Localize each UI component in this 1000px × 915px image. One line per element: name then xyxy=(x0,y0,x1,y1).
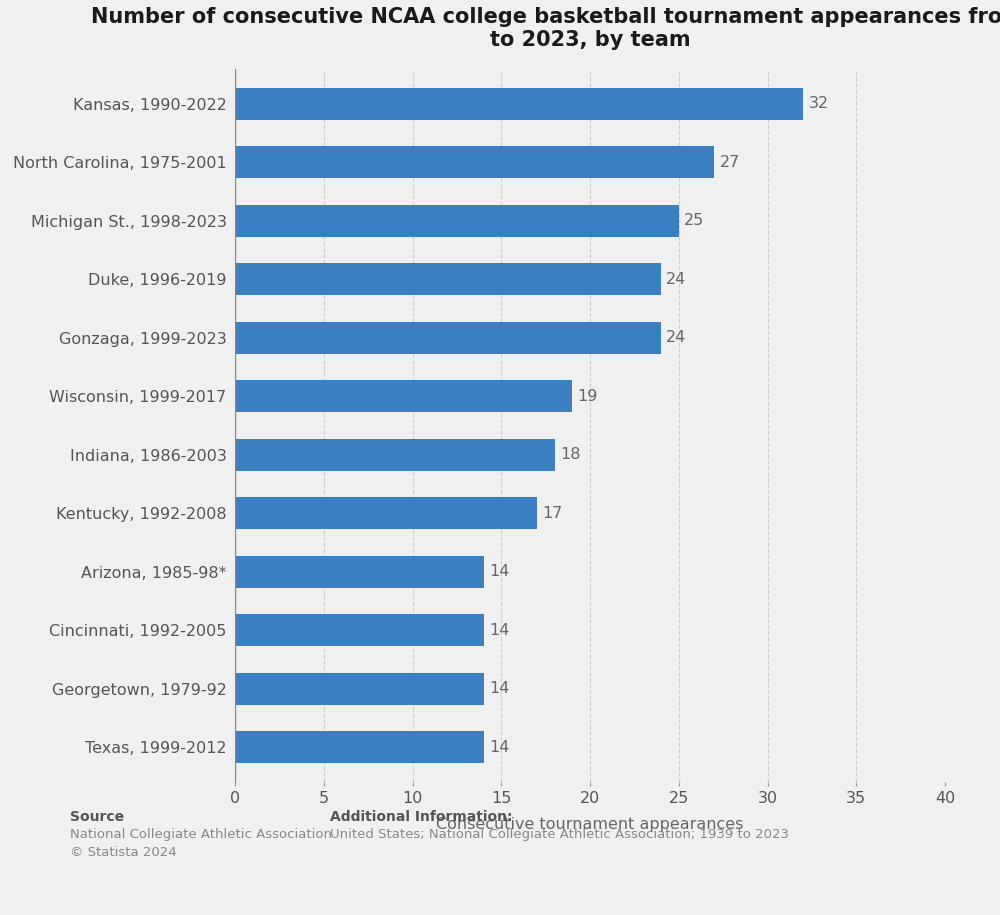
Text: 32: 32 xyxy=(808,96,828,112)
Bar xyxy=(235,555,484,587)
Bar xyxy=(235,264,661,296)
Bar xyxy=(235,731,484,763)
Text: Source: Source xyxy=(70,810,124,824)
Text: 24: 24 xyxy=(666,272,687,286)
Text: 25: 25 xyxy=(684,213,704,228)
Bar xyxy=(235,380,572,413)
Bar xyxy=(235,322,661,354)
Text: Additional Information:: Additional Information: xyxy=(330,810,512,824)
Bar xyxy=(235,438,554,471)
Bar xyxy=(235,88,803,120)
Bar xyxy=(235,673,484,705)
Text: 18: 18 xyxy=(560,447,580,462)
Text: 27: 27 xyxy=(720,155,740,169)
Text: 19: 19 xyxy=(578,389,598,404)
Bar xyxy=(235,146,714,178)
Text: 14: 14 xyxy=(489,739,509,755)
Bar xyxy=(235,205,679,237)
Text: United States; National Collegiate Athletic Association; 1939 to 2023: United States; National Collegiate Athle… xyxy=(330,828,789,841)
Bar xyxy=(235,614,484,646)
Text: 17: 17 xyxy=(542,506,562,521)
Text: © Statista 2024: © Statista 2024 xyxy=(70,846,177,859)
Text: National Collegiate Athletic Association: National Collegiate Athletic Association xyxy=(70,828,332,841)
X-axis label: Consecutive tournament appearances: Consecutive tournament appearances xyxy=(436,817,744,833)
Bar xyxy=(235,497,537,529)
Title: Number of consecutive NCAA college basketball tournament appearances from 1939
t: Number of consecutive NCAA college baske… xyxy=(91,7,1000,50)
Text: 24: 24 xyxy=(666,330,687,345)
Text: 14: 14 xyxy=(489,623,509,638)
Text: 14: 14 xyxy=(489,565,509,579)
Text: 14: 14 xyxy=(489,682,509,696)
